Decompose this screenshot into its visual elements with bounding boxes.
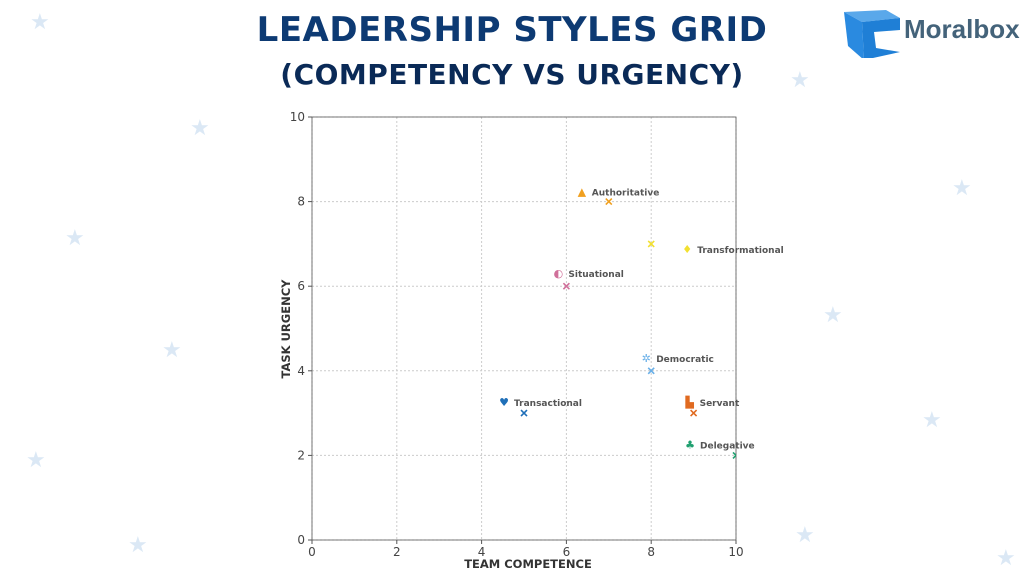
data-point-democratic: ✲ Democratic: [642, 352, 714, 375]
data-point-servant: ▙ Servant: [684, 395, 740, 417]
data-point-delegative: ♣ Delegative: [685, 438, 755, 459]
point-marker: [647, 367, 655, 375]
x-tick-label: 4: [478, 545, 486, 559]
person-transform-icon: ♦: [682, 243, 692, 256]
box-logo-icon: [844, 10, 900, 58]
point-label: Democratic: [656, 355, 714, 365]
watermark-team-icon: ★: [162, 338, 182, 363]
watermark-team-icon: ★: [190, 116, 210, 141]
network-people-icon: ✲: [642, 352, 651, 365]
watermark-team-icon: ★: [790, 68, 810, 93]
point-label: Delegative: [700, 441, 755, 451]
handshake-icon: ♥: [499, 396, 509, 409]
watermark-team-icon: ★: [65, 226, 85, 251]
team-delegation-icon: ♣: [685, 438, 695, 451]
data-point-transformational: ♦ Transformational: [647, 240, 784, 256]
x-axis-label: TEAM COMPETENCE: [464, 557, 592, 571]
plot-frame: [311, 116, 737, 541]
y-axis-label: TASK URGENCY: [279, 279, 293, 379]
data-point-authoritative: ▲ Authoritative: [578, 186, 660, 206]
logo-text: Moralbox: [904, 14, 1020, 44]
watermark-team-icon: ★: [823, 303, 843, 328]
point-label: Authoritative: [592, 189, 660, 199]
y-tick-label: 0: [297, 533, 305, 547]
y-tick-label: 2: [297, 448, 305, 462]
data-point-transactional: ♥ Transactional: [499, 396, 582, 417]
point-marker: [647, 240, 655, 248]
point-marker: [690, 409, 698, 417]
data-point-situational: ◐ Situational: [554, 267, 624, 290]
point-label: Situational: [568, 270, 624, 280]
watermark-team-icon: ★: [996, 546, 1016, 571]
watermark-team-icon: ★: [30, 10, 50, 35]
chart-subtitle: (COMPETENCY VS URGENCY): [280, 58, 744, 91]
point-label: Transactional: [514, 399, 582, 409]
point-marker: [562, 282, 570, 290]
chart-title: LEADERSHIP STYLES GRID: [256, 10, 768, 50]
y-tick-label: 8: [297, 195, 305, 209]
watermark-team-icon: ★: [26, 448, 46, 473]
x-tick-label: 6: [563, 545, 571, 559]
watermark-team-icon: ★: [922, 408, 942, 433]
watermark-team-icon: ★: [128, 533, 148, 558]
point-label: Transformational: [697, 246, 784, 256]
gauge-person-icon: ◐: [554, 267, 564, 280]
mountain-flag-icon: ▲: [578, 186, 587, 199]
x-tick-label: 2: [393, 545, 401, 559]
y-tick-label: 10: [290, 110, 305, 124]
y-tick-label: 6: [297, 279, 305, 293]
x-tick-label: 10: [728, 545, 743, 559]
y-tick-label: 4: [297, 364, 305, 378]
point-marker: [732, 451, 736, 459]
stairs-people-icon: ▙: [684, 395, 694, 409]
x-tick-label: 0: [308, 545, 316, 559]
point-label: Servant: [700, 399, 740, 409]
x-tick-label: 8: [647, 545, 655, 559]
watermark-team-icon: ★: [952, 176, 972, 201]
watermark-team-icon: ★: [795, 523, 815, 548]
point-marker: [520, 409, 528, 417]
point-marker: [605, 198, 613, 206]
moralbox-logo: Moralbox: [842, 8, 1022, 58]
